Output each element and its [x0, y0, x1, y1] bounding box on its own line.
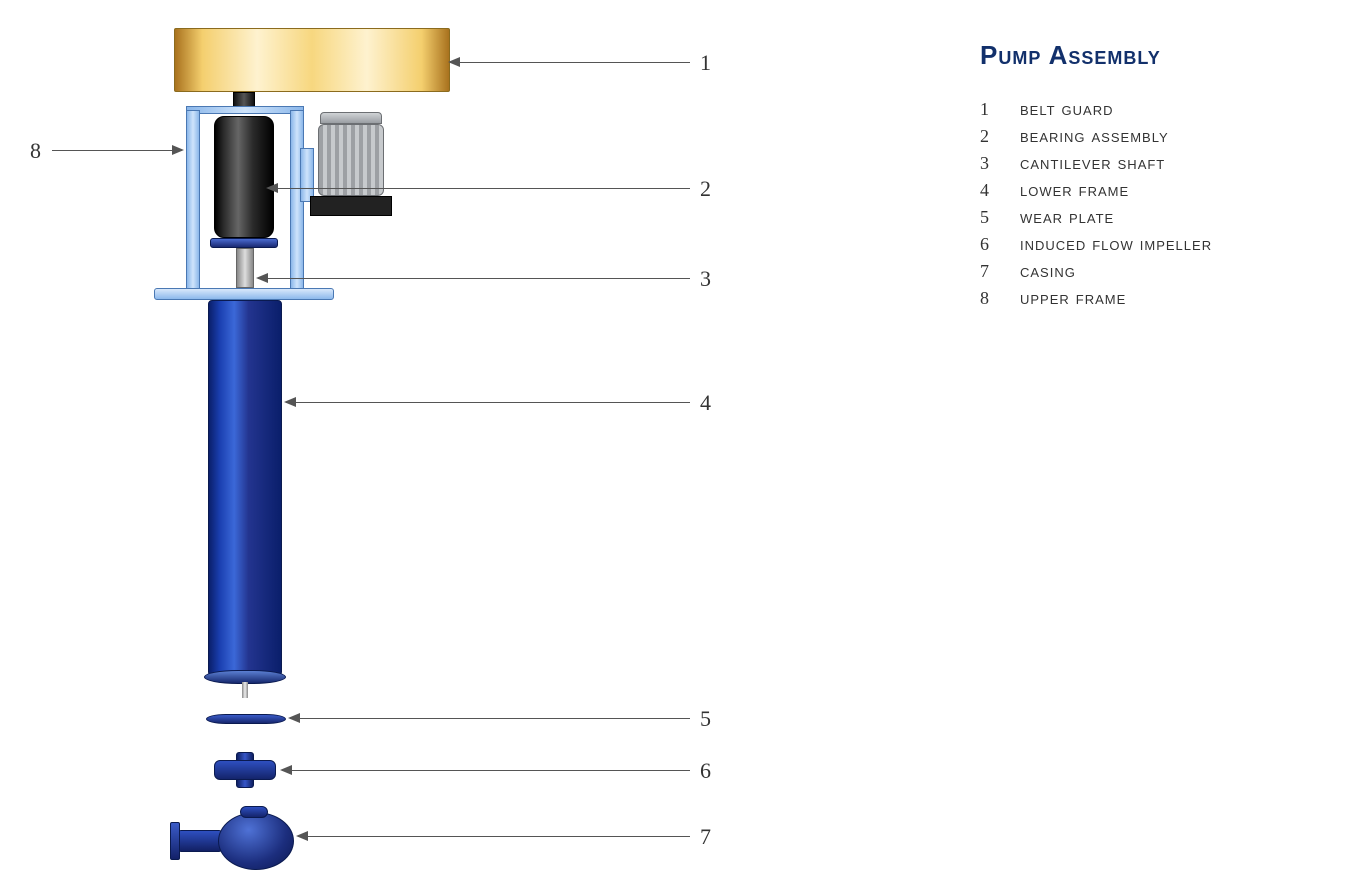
callout-line	[290, 718, 690, 719]
part-lower-frame	[208, 300, 282, 676]
callout-line	[282, 770, 690, 771]
legend-row: 8upper frame	[980, 288, 1340, 309]
callout-line	[258, 278, 690, 279]
part-wear-plate	[206, 714, 286, 724]
part-motor-base	[310, 196, 392, 216]
part-casing	[218, 812, 294, 870]
callout-arrowhead-icon	[288, 713, 300, 723]
callout-number: 4	[700, 390, 711, 416]
part-upper-frame-topbar	[186, 106, 304, 114]
callout-arrowhead-icon	[280, 765, 292, 775]
legend-label: casing	[1020, 261, 1340, 282]
legend-title: Pump Assembly	[980, 40, 1340, 71]
legend-num: 2	[980, 126, 1020, 147]
callout-line	[52, 150, 182, 151]
legend-row: 5wear plate	[980, 207, 1340, 228]
part-casing-flange	[170, 822, 180, 860]
legend-label: induced flow impeller	[1020, 234, 1340, 255]
callout-line	[268, 188, 690, 189]
legend-num: 4	[980, 180, 1020, 201]
callout-arrowhead-icon	[284, 397, 296, 407]
legend-label: bearing assembly	[1020, 126, 1340, 147]
legend-row: 7casing	[980, 261, 1340, 282]
part-bearing-assembly	[214, 116, 274, 238]
legend-num: 1	[980, 99, 1020, 120]
callout-number: 3	[700, 266, 711, 292]
legend-row: 3cantilever shaft	[980, 153, 1340, 174]
pump-diagram: 1 2 3 4 5 6 7 8	[0, 0, 800, 890]
part-bracket-mid	[300, 148, 314, 202]
part-bearing-base	[210, 238, 278, 248]
legend-label: upper frame	[1020, 288, 1340, 309]
legend-num: 7	[980, 261, 1020, 282]
callout-arrowhead-icon	[296, 831, 308, 841]
legend-label: wear plate	[1020, 207, 1340, 228]
callout-number: 1	[700, 50, 711, 76]
legend-row: 1belt guard	[980, 99, 1340, 120]
part-casing-top	[240, 806, 268, 818]
legend-num: 3	[980, 153, 1020, 174]
callout-arrowhead-icon	[448, 57, 460, 67]
part-upper-frame-left	[186, 110, 200, 292]
legend-label: belt guard	[1020, 99, 1340, 120]
callout-number: 6	[700, 758, 711, 784]
legend-rows: 1belt guard2bearing assembly3cantilever …	[980, 99, 1340, 309]
legend-label: lower frame	[1020, 180, 1340, 201]
legend-num: 5	[980, 207, 1020, 228]
callout-number: 8	[30, 138, 41, 164]
callout-line	[286, 402, 690, 403]
legend-row: 2bearing assembly	[980, 126, 1340, 147]
part-motor-top	[320, 112, 382, 124]
legend-panel: Pump Assembly 1belt guard2bearing assemb…	[980, 40, 1340, 315]
part-motor-body	[318, 124, 384, 196]
part-shaft-stud	[242, 682, 248, 698]
callout-arrowhead-icon	[266, 183, 278, 193]
legend-row: 4lower frame	[980, 180, 1340, 201]
legend-row: 6induced flow impeller	[980, 234, 1340, 255]
part-belt-guard	[174, 28, 450, 92]
legend-num: 6	[980, 234, 1020, 255]
part-casing-outlet	[178, 830, 222, 852]
part-induced-flow-impeller	[214, 760, 276, 780]
callout-number: 5	[700, 706, 711, 732]
legend-label: cantilever shaft	[1020, 153, 1340, 174]
callout-arrowhead-icon	[256, 273, 268, 283]
callout-number: 7	[700, 824, 711, 850]
legend-num: 8	[980, 288, 1020, 309]
callout-arrowhead-icon	[172, 145, 184, 155]
callout-line	[450, 62, 690, 63]
part-mounting-flange	[154, 288, 334, 300]
callout-number: 2	[700, 176, 711, 202]
callout-line	[298, 836, 690, 837]
part-cantilever-shaft	[236, 248, 254, 288]
